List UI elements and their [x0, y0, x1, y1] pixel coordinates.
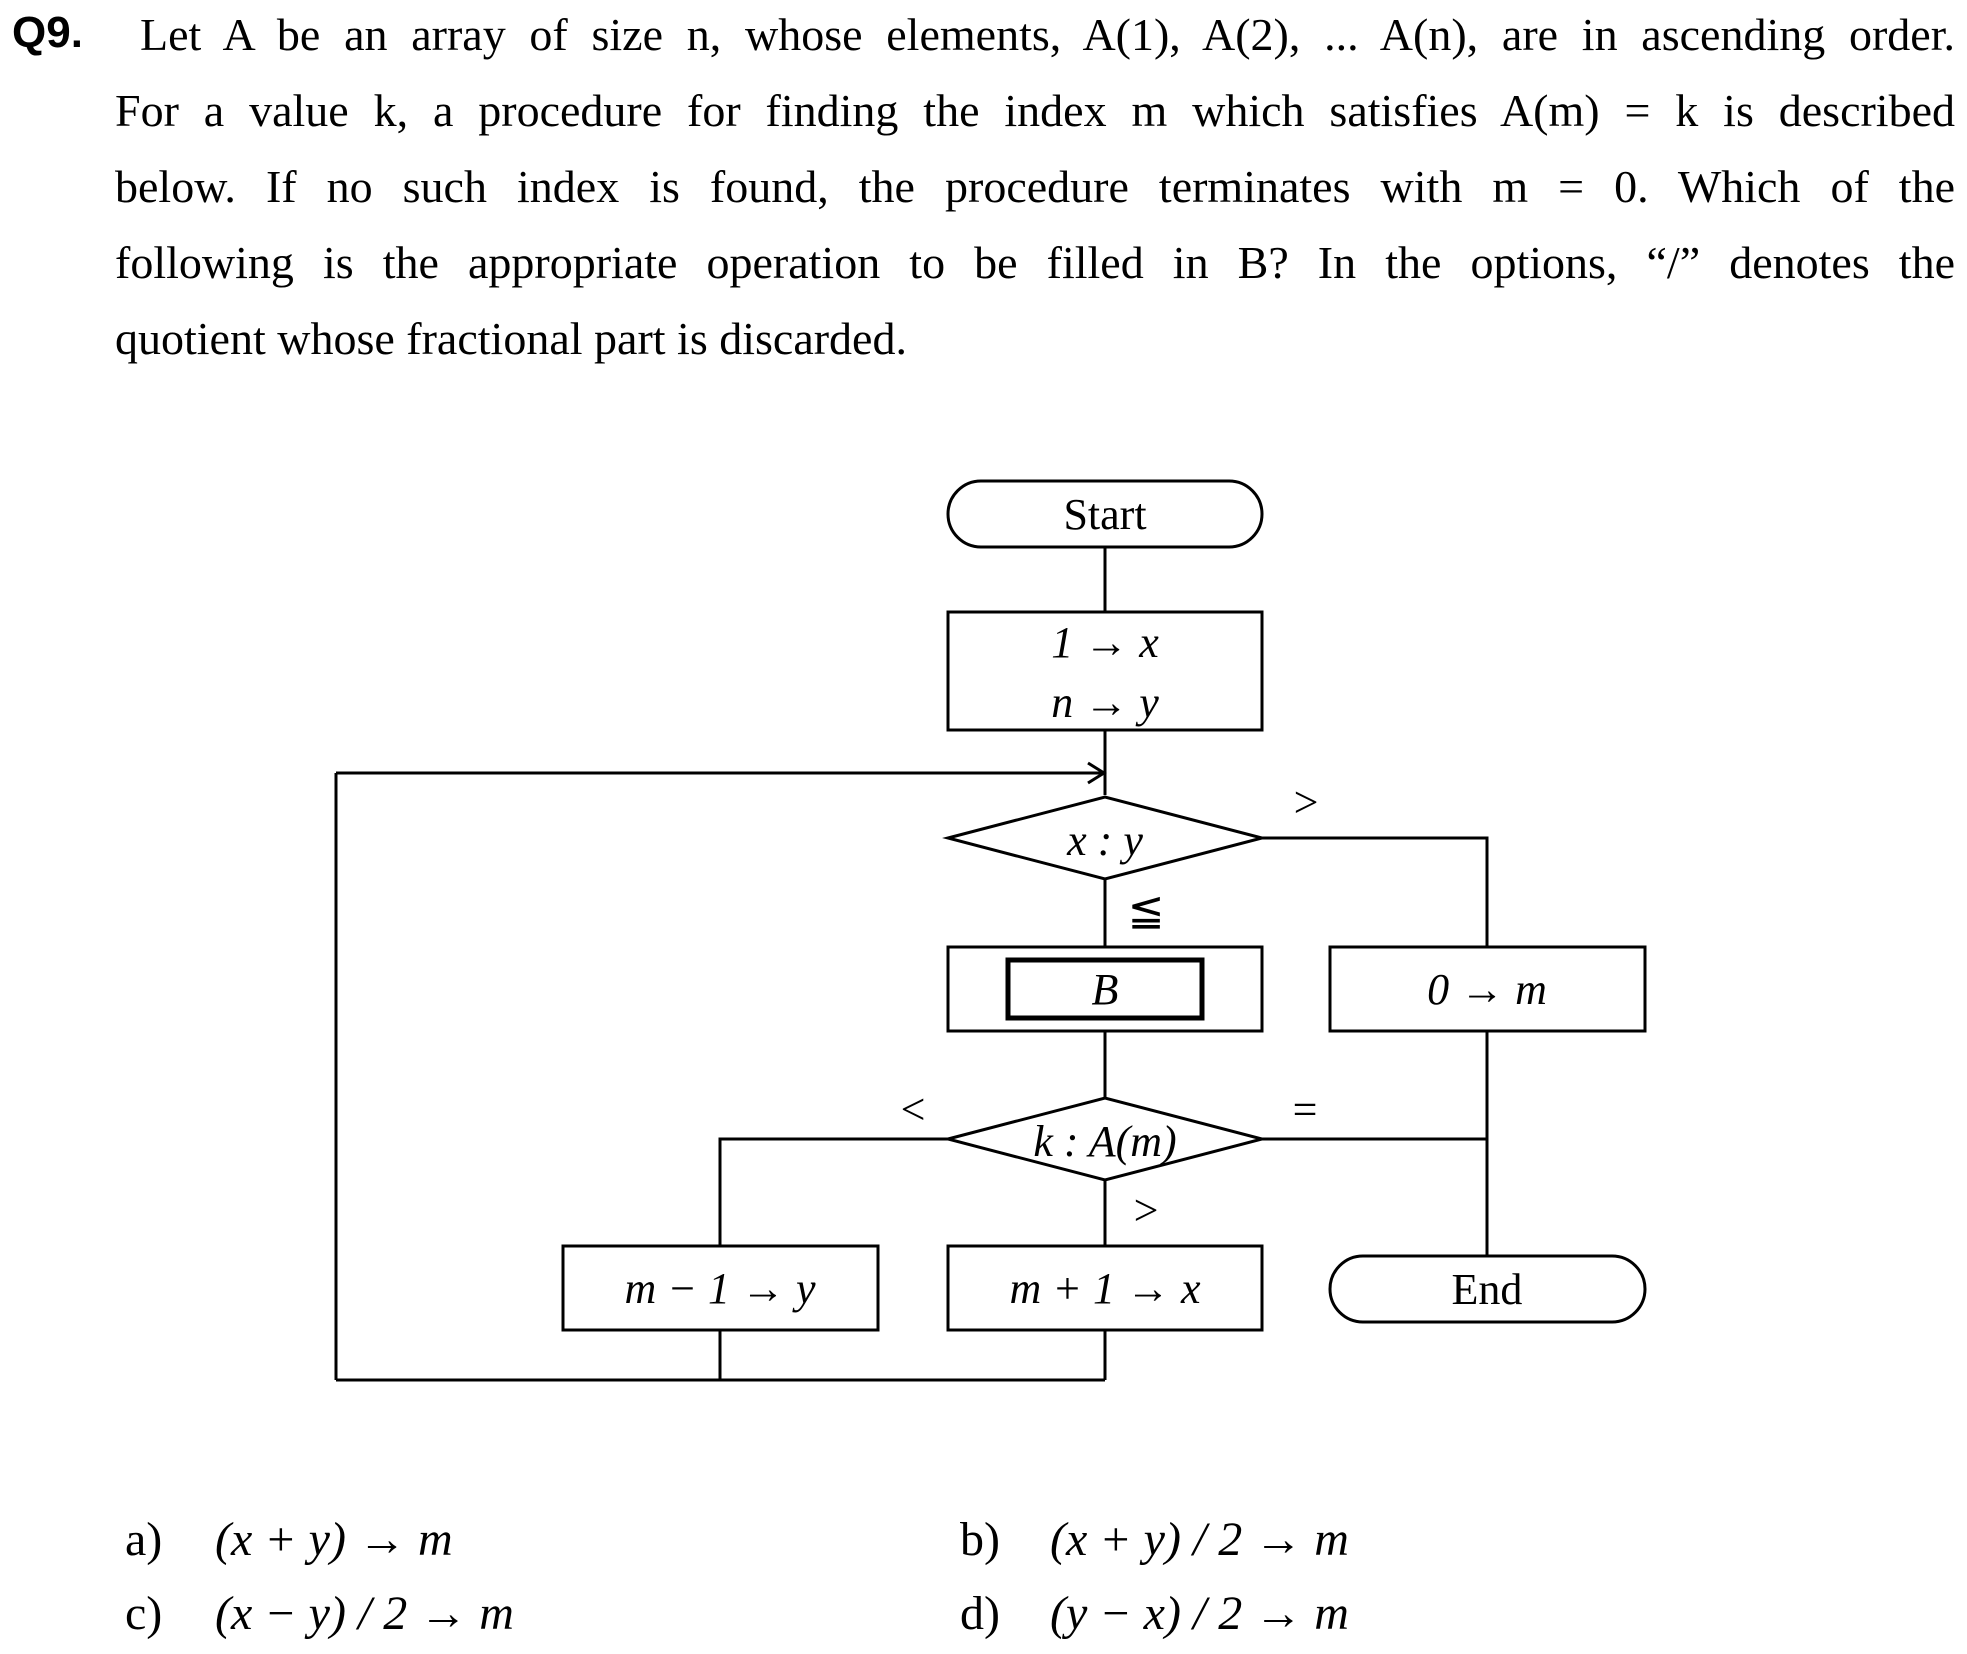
- zero-to-m-label: 0 → m: [1427, 965, 1547, 1014]
- lt-symbol: <: [901, 1085, 926, 1134]
- gt-symbol-top: >: [1294, 778, 1319, 827]
- compare-k-label: k : A(m): [1033, 1117, 1176, 1166]
- option-c[interactable]: c) (x − y) / 2 → m: [125, 1586, 514, 1641]
- option-a-label: a): [125, 1513, 163, 1566]
- init-box: [946, 610, 1264, 732]
- gt-symbol-bottom: >: [1134, 1186, 1159, 1235]
- option-d-text: (y − x) / 2 → m: [1050, 1587, 1349, 1640]
- option-a[interactable]: a) (x + y) → m: [125, 1512, 453, 1567]
- question-line-4: following is the appropriate operation t…: [115, 237, 1955, 288]
- end-label: End: [1452, 1265, 1523, 1314]
- process-box-b-outer: [946, 945, 1264, 1033]
- m-minus-box: [561, 1244, 880, 1332]
- question-line-3: below. If no such index is found, the pr…: [115, 161, 1955, 212]
- option-d-label: d): [960, 1587, 1000, 1640]
- start-label: Start: [1063, 490, 1146, 539]
- arrow-head: [1087, 761, 1107, 785]
- end-terminal: [1328, 1254, 1647, 1324]
- box-b-label: B: [1092, 965, 1119, 1014]
- option-a-text: (x + y) → m: [215, 1513, 453, 1566]
- option-c-text: (x − y) / 2 → m: [215, 1587, 514, 1640]
- decision-x-y: [942, 795, 1268, 881]
- zero-to-m-box: [1328, 945, 1647, 1033]
- process-box-b-inner: [1005, 957, 1205, 1021]
- le-symbol: ≦: [1128, 886, 1165, 935]
- option-c-label: c): [125, 1587, 163, 1640]
- decision-k-am: [942, 1096, 1268, 1182]
- m-plus-box: [946, 1244, 1264, 1332]
- question-line-1: Let A be an array of size n, whose eleme…: [140, 9, 1955, 60]
- init-line-1: 1 → x: [1051, 618, 1159, 667]
- init-line-2: n → y: [1051, 678, 1159, 727]
- m-plus-label: m + 1 → x: [1010, 1264, 1201, 1313]
- question-line-5: quotient whose fractional part is discar…: [115, 313, 907, 364]
- option-b-text: (x + y) / 2 → m: [1050, 1513, 1349, 1566]
- question-number: Q9.: [12, 8, 83, 57]
- m-minus-label: m − 1 → y: [625, 1264, 816, 1313]
- option-d[interactable]: d) (y − x) / 2 → m: [960, 1586, 1349, 1641]
- compare-xy-label: x : y: [1066, 816, 1143, 865]
- connector: [1262, 836, 1489, 947]
- start-terminal: [946, 479, 1264, 549]
- connector: [718, 1137, 948, 1246]
- question-line-2: For a value k, a procedure for finding t…: [115, 85, 1955, 136]
- option-b-label: b): [960, 1513, 1000, 1566]
- option-b[interactable]: b) (x + y) / 2 → m: [960, 1512, 1349, 1567]
- eq-symbol: =: [1293, 1085, 1318, 1134]
